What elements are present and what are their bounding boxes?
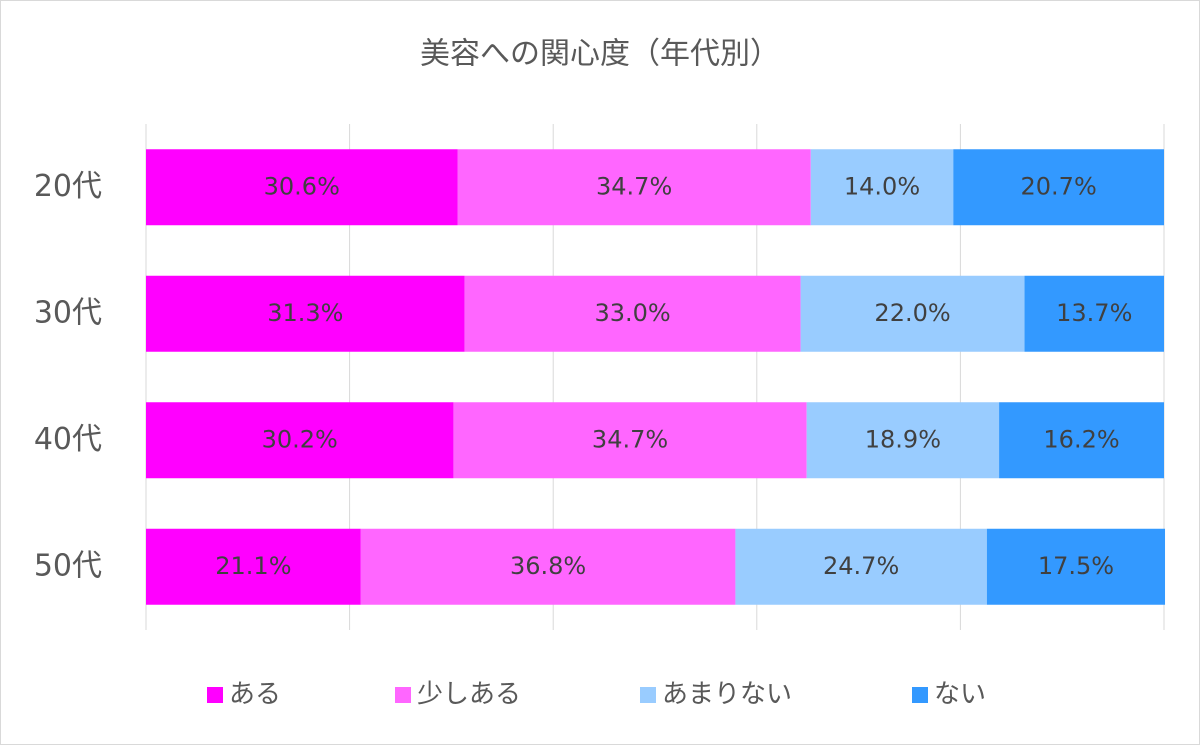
data-label: 17.5% (1038, 552, 1114, 580)
chart-title: 美容への関心度（年代別） (420, 37, 780, 72)
bar-segment (953, 149, 1164, 226)
legend-swatch (640, 687, 656, 703)
data-label: 30.2% (262, 425, 338, 453)
data-label: 34.7% (596, 172, 672, 200)
y-tick-label: 20代 (34, 169, 102, 204)
data-label: 36.8% (510, 552, 586, 580)
data-label: 33.0% (594, 299, 670, 327)
legend-swatch (395, 687, 411, 703)
legend-label: ない (934, 680, 986, 710)
bar-segment (800, 275, 1025, 352)
bar-segment (146, 528, 361, 605)
legend-label: 少しある (417, 680, 521, 710)
bar-segment (806, 402, 1000, 479)
y-tick-label: 30代 (34, 295, 102, 330)
bar-segment (1024, 275, 1164, 352)
data-label: 21.1% (215, 552, 291, 580)
y-tick-label: 50代 (34, 548, 102, 583)
bar-segment (735, 528, 987, 605)
bar-segment (464, 275, 801, 352)
bar-segment (146, 402, 454, 479)
legend-swatch (912, 687, 928, 703)
data-label: 34.7% (592, 425, 668, 453)
bar-segment (457, 149, 811, 226)
bar-segment (986, 528, 1166, 605)
legend-swatch (207, 687, 223, 703)
data-label: 13.7% (1056, 299, 1132, 327)
data-label: 24.7% (823, 552, 899, 580)
data-label: 31.3% (267, 299, 343, 327)
data-label: 18.9% (865, 425, 941, 453)
y-tick-label: 40代 (34, 422, 102, 457)
data-label: 14.0% (844, 172, 920, 200)
bar-segment (360, 528, 736, 605)
bar-segment (146, 149, 458, 226)
bar-segment (810, 149, 954, 226)
data-label: 20.7% (1021, 172, 1097, 200)
bar-segment (146, 275, 465, 352)
data-label: 16.2% (1043, 425, 1119, 453)
data-label: 22.0% (874, 299, 950, 327)
legend-label: ある (229, 680, 281, 710)
data-label: 30.6% (264, 172, 340, 200)
legend-label: あまりない (662, 680, 792, 710)
bar-segment (453, 402, 807, 479)
bar-segment (999, 402, 1164, 479)
